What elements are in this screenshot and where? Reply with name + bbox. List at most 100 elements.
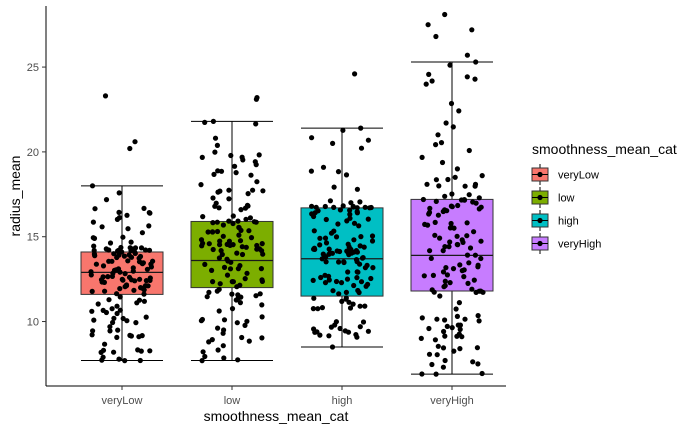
data-point [323, 259, 329, 265]
data-point [100, 354, 106, 360]
legend-label: low [558, 193, 575, 205]
data-point [476, 206, 482, 212]
data-point [437, 235, 443, 241]
data-point [246, 338, 252, 344]
data-point [358, 125, 364, 131]
data-point [216, 308, 222, 314]
data-point [117, 294, 123, 300]
data-point [476, 318, 482, 324]
data-point [433, 142, 439, 148]
data-point [89, 332, 95, 338]
data-point [214, 142, 220, 148]
data-point [445, 176, 451, 183]
data-point [426, 71, 432, 77]
data-point [210, 279, 216, 285]
data-point [454, 313, 460, 319]
legend-key-point [537, 171, 543, 178]
data-point [107, 328, 113, 334]
data-point [137, 276, 143, 282]
data-point [248, 235, 255, 241]
data-point [106, 258, 112, 264]
y-ticks: 10 15 20 25 [27, 62, 46, 329]
data-point [114, 303, 120, 309]
data-point [115, 327, 121, 333]
data-point [454, 241, 460, 248]
data-point [215, 189, 221, 195]
data-point [345, 241, 351, 247]
data-point [419, 315, 425, 321]
data-point [235, 357, 241, 363]
data-point [472, 76, 478, 82]
data-point [218, 168, 225, 174]
data-point [311, 228, 317, 234]
data-point [127, 245, 133, 251]
data-point [111, 349, 117, 355]
data-point [242, 322, 248, 328]
data-point [226, 218, 232, 224]
data-point [202, 261, 208, 267]
data-point [459, 334, 465, 340]
data-point [350, 301, 356, 307]
data-point [432, 232, 438, 238]
data-point [221, 317, 228, 323]
data-point [246, 228, 252, 234]
data-point [475, 264, 481, 270]
data-point [419, 371, 425, 377]
data-point [440, 364, 446, 370]
data-point [259, 278, 265, 284]
data-point [471, 277, 477, 283]
data-point [114, 291, 120, 297]
data-point [368, 275, 374, 282]
data-point [210, 229, 216, 235]
data-point [426, 325, 432, 332]
data-point [358, 279, 365, 285]
points-high [308, 71, 376, 350]
data-point [236, 225, 242, 231]
data-point [200, 214, 206, 220]
data-point [202, 119, 208, 125]
data-point [462, 183, 468, 189]
data-point [226, 238, 232, 244]
data-point [237, 263, 243, 269]
data-point [317, 242, 323, 248]
data-point [198, 182, 204, 188]
data-point [138, 285, 144, 291]
data-point [330, 288, 336, 294]
data-point [442, 278, 448, 284]
data-point [473, 59, 479, 65]
data-point [227, 266, 234, 272]
data-point [425, 222, 431, 228]
data-point [426, 211, 432, 217]
data-point [111, 251, 117, 257]
data-point [457, 326, 463, 332]
data-point [424, 181, 430, 187]
data-point [89, 288, 95, 294]
data-point [121, 253, 127, 259]
data-point [131, 287, 137, 293]
data-point [357, 324, 363, 330]
data-point [419, 154, 425, 160]
data-point [243, 244, 249, 250]
legend-key-point [537, 194, 543, 201]
data-point [457, 346, 463, 352]
data-point [437, 293, 443, 299]
data-point [148, 261, 154, 267]
data-point [461, 274, 467, 280]
data-point [360, 255, 366, 261]
data-point [351, 237, 357, 243]
data-point [229, 279, 235, 285]
data-point [136, 297, 143, 303]
data-point [434, 316, 440, 322]
data-point [315, 306, 321, 312]
data-point [127, 145, 133, 152]
data-point [427, 205, 433, 211]
data-point [93, 261, 99, 267]
data-point [341, 259, 347, 265]
data-point [363, 283, 369, 289]
y-tick-label: 10 [27, 317, 39, 329]
data-point [116, 356, 122, 362]
data-point [314, 329, 320, 335]
points-veryHigh [418, 11, 486, 377]
data-point [245, 203, 251, 209]
data-point [426, 351, 433, 357]
